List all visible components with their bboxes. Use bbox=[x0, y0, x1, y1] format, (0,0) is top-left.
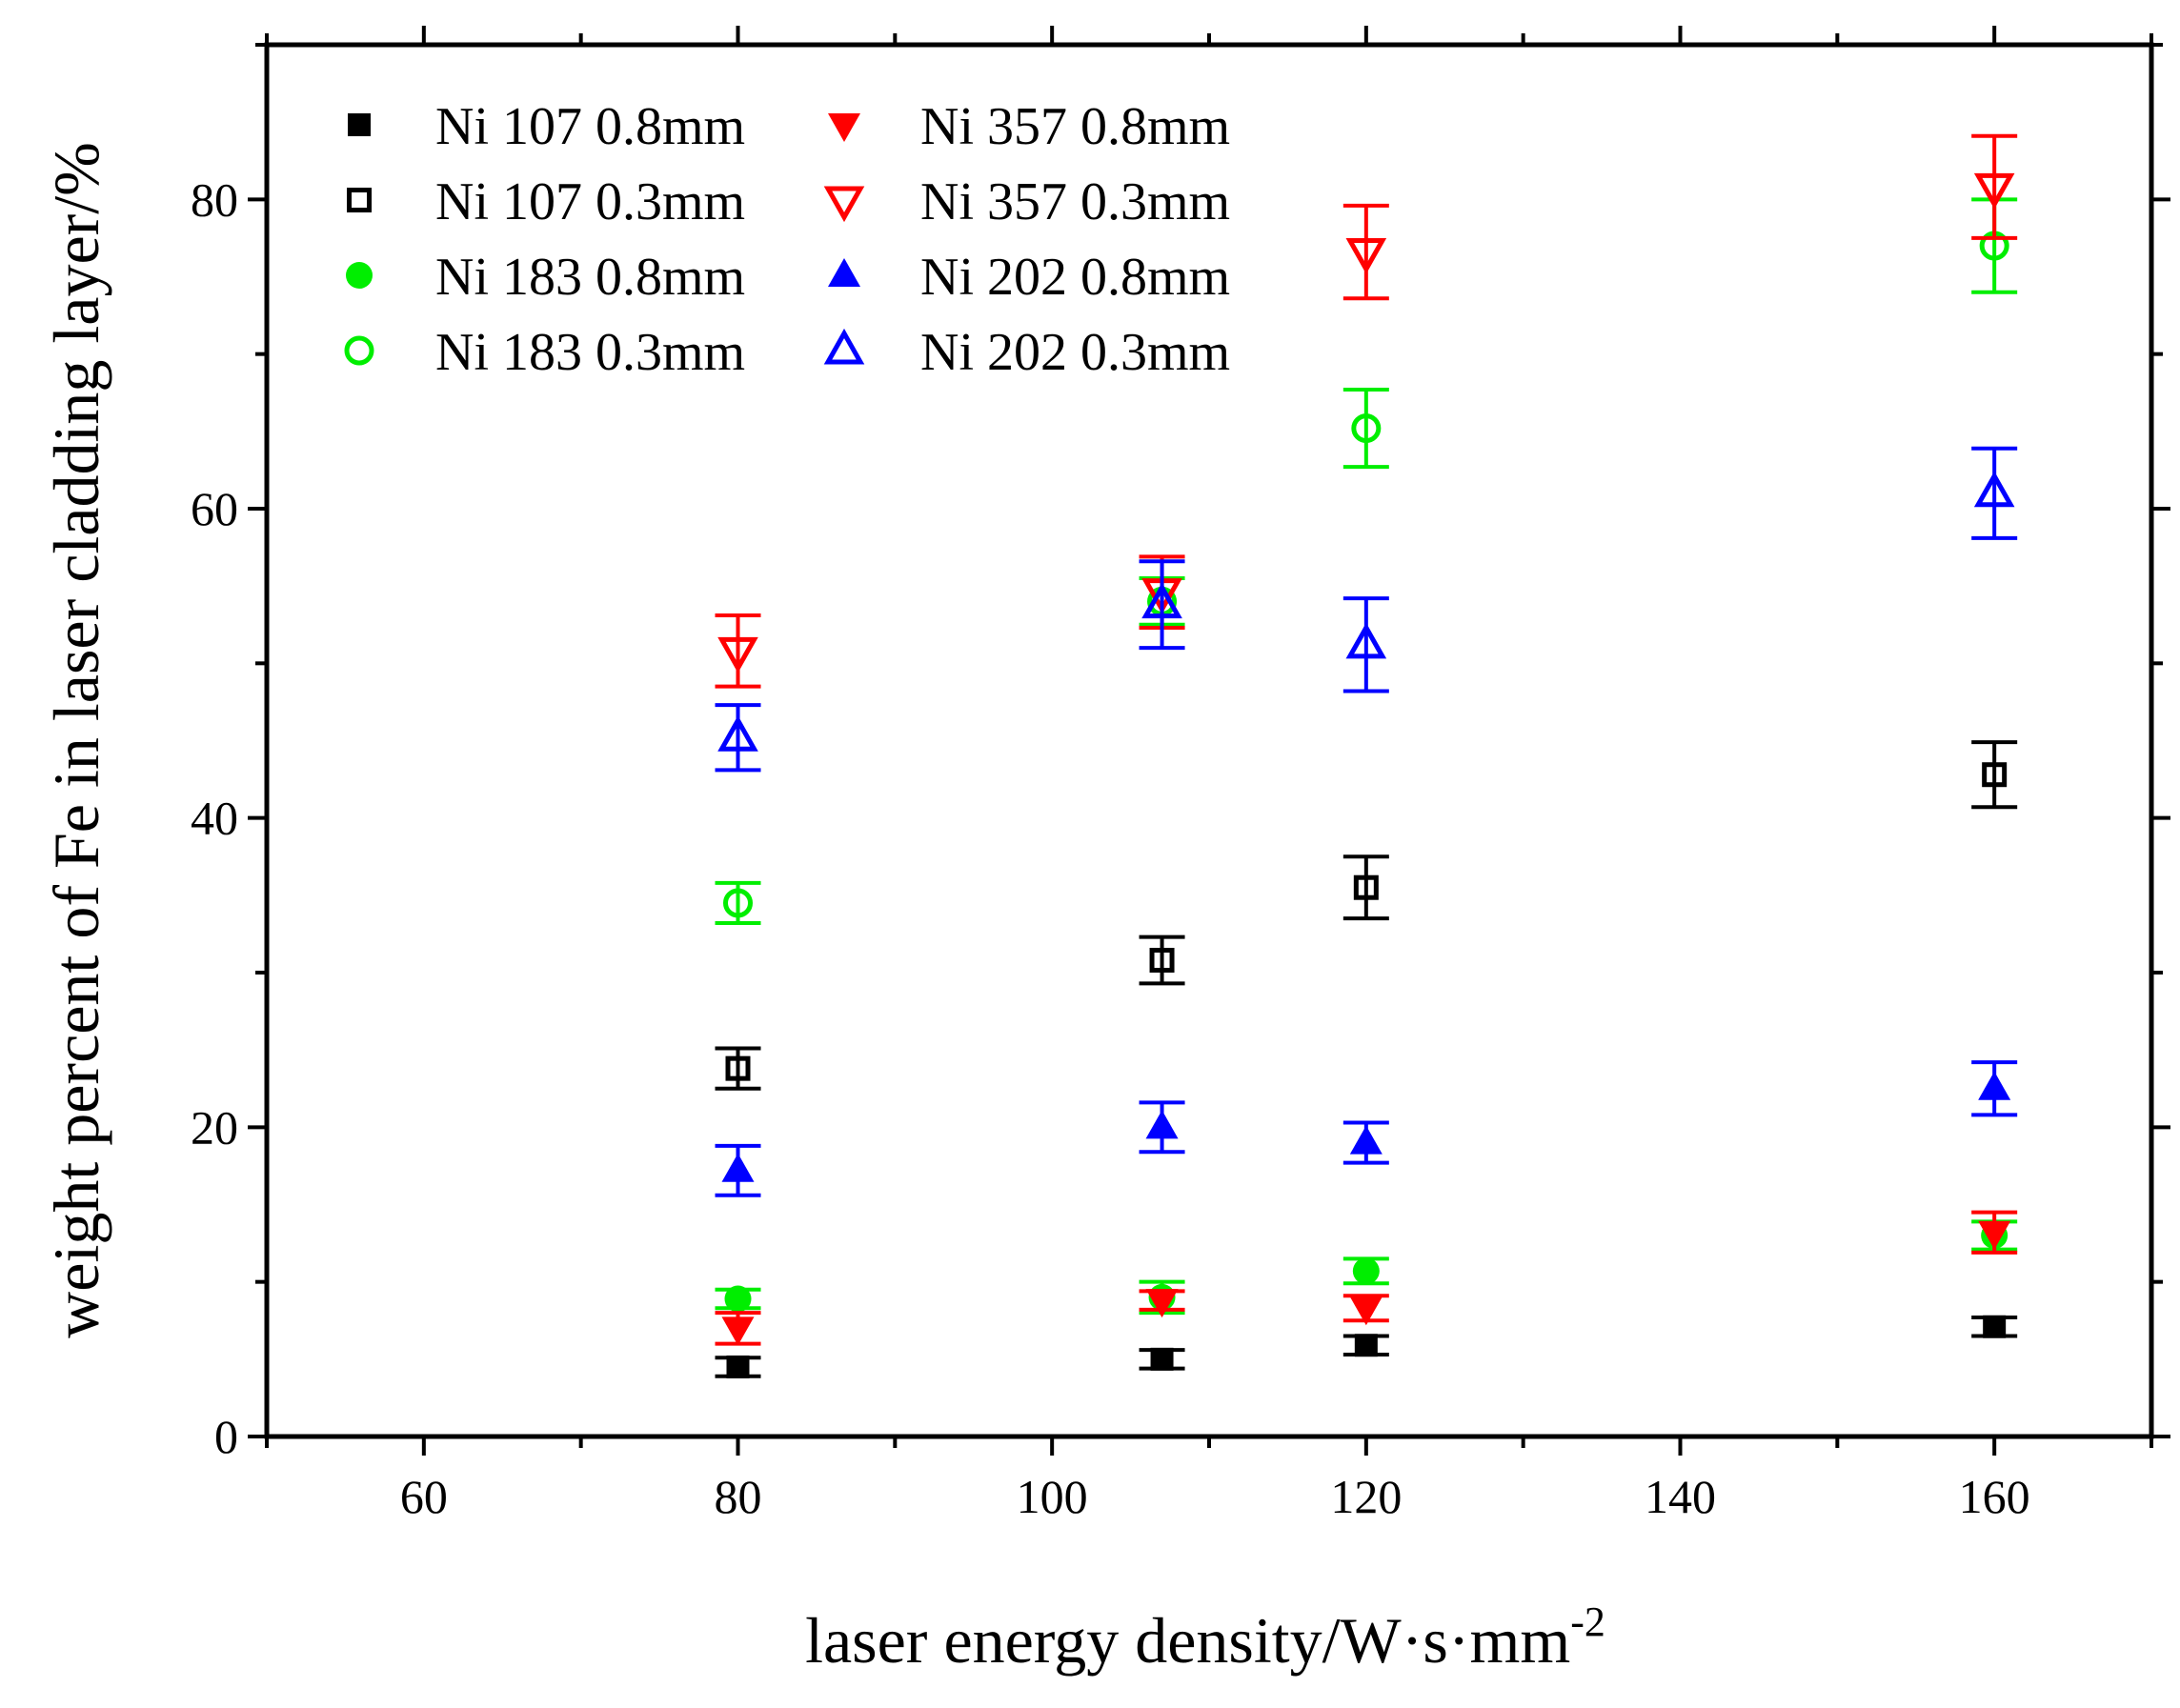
data-point bbox=[1973, 172, 2015, 210]
data-point bbox=[1145, 1110, 1179, 1139]
series-0 bbox=[715, 1315, 2018, 1378]
legend-item: Ni 357 0.3mm bbox=[823, 172, 1230, 231]
legend-label: Ni 202 0.3mm bbox=[920, 323, 1230, 382]
data-point bbox=[1349, 1125, 1383, 1155]
axis-ticks bbox=[248, 26, 2170, 1456]
legend-label: Ni 183 0.3mm bbox=[435, 323, 745, 382]
data-point bbox=[1149, 948, 1175, 974]
legend-item: Ni 183 0.3mm bbox=[344, 323, 745, 382]
legend-marker bbox=[346, 262, 373, 289]
data-point bbox=[717, 715, 758, 752]
data-point bbox=[1973, 471, 2015, 508]
data-point bbox=[1983, 1315, 2007, 1338]
legend-label: Ni 107 0.8mm bbox=[435, 97, 745, 156]
data-point bbox=[721, 1316, 755, 1346]
data-point bbox=[1150, 1347, 1174, 1371]
series-3 bbox=[715, 197, 2018, 926]
data-point bbox=[1978, 1220, 2011, 1250]
legend-marker bbox=[823, 328, 865, 365]
series-4 bbox=[715, 1210, 2018, 1346]
legend-label: Ni 107 0.3mm bbox=[435, 172, 745, 231]
data-point bbox=[1349, 1296, 1383, 1326]
legend-label: Ni 357 0.3mm bbox=[920, 172, 1230, 231]
data-point bbox=[1351, 413, 1382, 444]
legend-marker bbox=[348, 113, 371, 136]
legend-label: Ni 202 0.8mm bbox=[920, 248, 1230, 307]
series-1 bbox=[715, 740, 2018, 1091]
data-point bbox=[717, 636, 758, 673]
data-point bbox=[1145, 1289, 1179, 1318]
x-tick-label: 80 bbox=[715, 1470, 762, 1523]
x-tick-label: 160 bbox=[1959, 1470, 2030, 1523]
x-axis-title-superscript: -2 bbox=[1570, 1598, 1605, 1645]
data-point bbox=[723, 888, 753, 918]
axis-tick-labels: 60 80 100 120 140 160 0 20 40 60 80 bbox=[191, 172, 2030, 1523]
x-tick-label: 120 bbox=[1330, 1470, 1402, 1523]
legend-marker bbox=[823, 186, 865, 223]
legend-marker bbox=[344, 335, 374, 366]
y-tick-label: 80 bbox=[191, 172, 238, 226]
legend-item: Ni 183 0.8mm bbox=[346, 248, 745, 307]
legend-item: Ni 357 0.8mm bbox=[828, 97, 1230, 156]
data-point bbox=[1353, 874, 1379, 900]
y-tick-label: 0 bbox=[214, 1410, 238, 1463]
y-axis-title: weight percent of Fe in laser cladding l… bbox=[40, 142, 112, 1338]
series-7 bbox=[715, 446, 2018, 773]
series-2 bbox=[715, 1219, 2018, 1316]
data-point bbox=[1354, 1334, 1378, 1357]
x-tick-label: 140 bbox=[1645, 1470, 1716, 1523]
series-6 bbox=[715, 1060, 2018, 1197]
y-tick-label: 20 bbox=[191, 1100, 238, 1154]
x-tick-label: 100 bbox=[1017, 1470, 1088, 1523]
x-tick-label: 60 bbox=[400, 1470, 448, 1523]
data-point bbox=[1978, 1071, 2011, 1100]
data-point bbox=[724, 1285, 752, 1313]
data-point bbox=[726, 1355, 750, 1378]
data-point bbox=[1352, 1257, 1380, 1285]
data-point bbox=[725, 1055, 751, 1081]
legend-label: Ni 357 0.8mm bbox=[920, 97, 1230, 156]
data-point bbox=[1141, 582, 1182, 619]
data-marks bbox=[715, 133, 2018, 1378]
legend-marker bbox=[828, 258, 860, 287]
data-point bbox=[1345, 622, 1387, 659]
legend-item: Ni 107 0.3mm bbox=[347, 172, 745, 231]
legend: Ni 107 0.8mm Ni 357 0.8mm Ni 107 0.3mm Ni 3… bbox=[344, 97, 1230, 382]
x-axis-title-text: laser energy density/W·s·mm bbox=[805, 1604, 1570, 1677]
y-tick-label: 40 bbox=[191, 792, 238, 845]
data-point bbox=[721, 1153, 755, 1182]
data-point bbox=[1345, 238, 1387, 274]
data-point bbox=[1982, 762, 2008, 788]
legend-item: Ni 202 0.8mm bbox=[828, 248, 1230, 307]
legend-label: Ni 183 0.8mm bbox=[435, 248, 745, 307]
legend-item: Ni 107 0.8mm bbox=[348, 97, 745, 156]
legend-marker bbox=[828, 113, 860, 142]
x-axis-title: laser energy density/W·s·mm-2 bbox=[805, 1598, 1605, 1677]
legend-item: Ni 202 0.3mm bbox=[823, 323, 1230, 382]
y-tick-label: 60 bbox=[191, 482, 238, 535]
legend-marker bbox=[347, 188, 372, 212]
